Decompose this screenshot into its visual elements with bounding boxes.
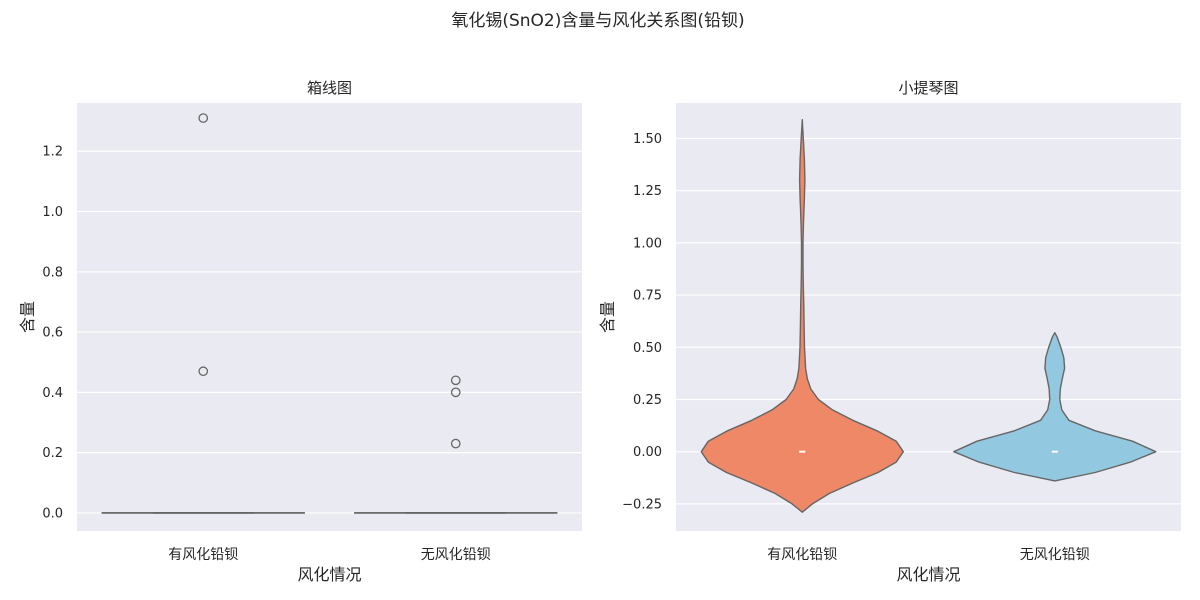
violin-group <box>700 119 904 513</box>
box-plot-background <box>77 103 582 531</box>
y-tick-label: 1.00 <box>633 236 662 251</box>
box-outlier-point <box>450 375 461 386</box>
box-outlier-point <box>450 438 461 449</box>
violin-plot-title: 小提琴图 <box>898 79 958 97</box>
box-outlier-point <box>198 113 209 123</box>
violin-plot-x-label: 风化情况 <box>896 565 960 584</box>
y-tick-label: 0.4 <box>42 386 63 401</box>
violin-plot-x-ticks: 有风化铅钡 无风化铅钡 <box>767 547 1090 563</box>
box-plot-y-label: 含量 <box>18 301 37 333</box>
y-tick-label: 1.0 <box>42 205 63 220</box>
x-tick-label: 有风化铅钡 <box>767 547 837 563</box>
box-plot-title: 箱线图 <box>307 79 352 97</box>
box-plot-gridlines <box>77 150 582 514</box>
figure-title: 氧化锡(SnO2)含量与风化关系图(铅钡) <box>451 11 744 31</box>
box-plot-y-ticks: 0.0 0.2 0.4 0.6 0.8 1.0 1.2 <box>42 145 63 522</box>
x-tick-label: 有风化铅钡 <box>168 547 238 563</box>
box-plot-x-label: 风化情况 <box>297 565 361 584</box>
y-tick-label: 0.75 <box>633 289 662 304</box>
box-outlier-point <box>198 366 209 377</box>
y-tick-label: −0.25 <box>622 497 662 512</box>
y-tick-label: 0.50 <box>633 341 662 356</box>
y-tick-label: 0.0 <box>42 506 63 521</box>
box-plot-group <box>354 375 558 514</box>
violin-plot-panel: −0.25 0.00 0.25 0.50 0.75 1.00 1.25 1.50 有风化铅钡 无… <box>598 79 1181 584</box>
y-tick-label: 1.25 <box>633 184 662 199</box>
violin-plot-marks <box>700 119 1157 513</box>
box-plot-x-ticks: 有风化铅钡 无风化铅钡 <box>168 547 491 563</box>
violin-plot-y-label: 含量 <box>598 301 617 333</box>
y-tick-label: 0.8 <box>42 265 63 280</box>
x-tick-label: 无风化铅钡 <box>1020 547 1090 563</box>
violin-plot-y-ticks: −0.25 0.00 0.25 0.50 0.75 1.00 1.25 1.50 <box>622 132 662 512</box>
y-tick-label: 0.25 <box>633 393 662 408</box>
box-plot-panel: 0.0 0.2 0.4 0.6 0.8 1.0 1.2 有风化铅钡 无风化铅钡 箱线图 风化情… <box>18 79 582 584</box>
box-plot-group <box>101 113 305 514</box>
y-tick-label: 1.2 <box>42 145 63 160</box>
x-tick-label: 无风化铅钡 <box>421 547 491 563</box>
y-tick-label: 0.2 <box>42 446 63 461</box>
y-tick-label: 0.00 <box>633 445 662 460</box>
violin-body <box>953 332 1157 482</box>
y-tick-label: 1.50 <box>633 132 662 147</box>
box-plot-marks <box>101 113 558 514</box>
box-outlier-point <box>450 387 461 398</box>
violin-group <box>953 332 1157 482</box>
violin-body <box>700 119 904 513</box>
y-tick-label: 0.6 <box>42 326 63 341</box>
